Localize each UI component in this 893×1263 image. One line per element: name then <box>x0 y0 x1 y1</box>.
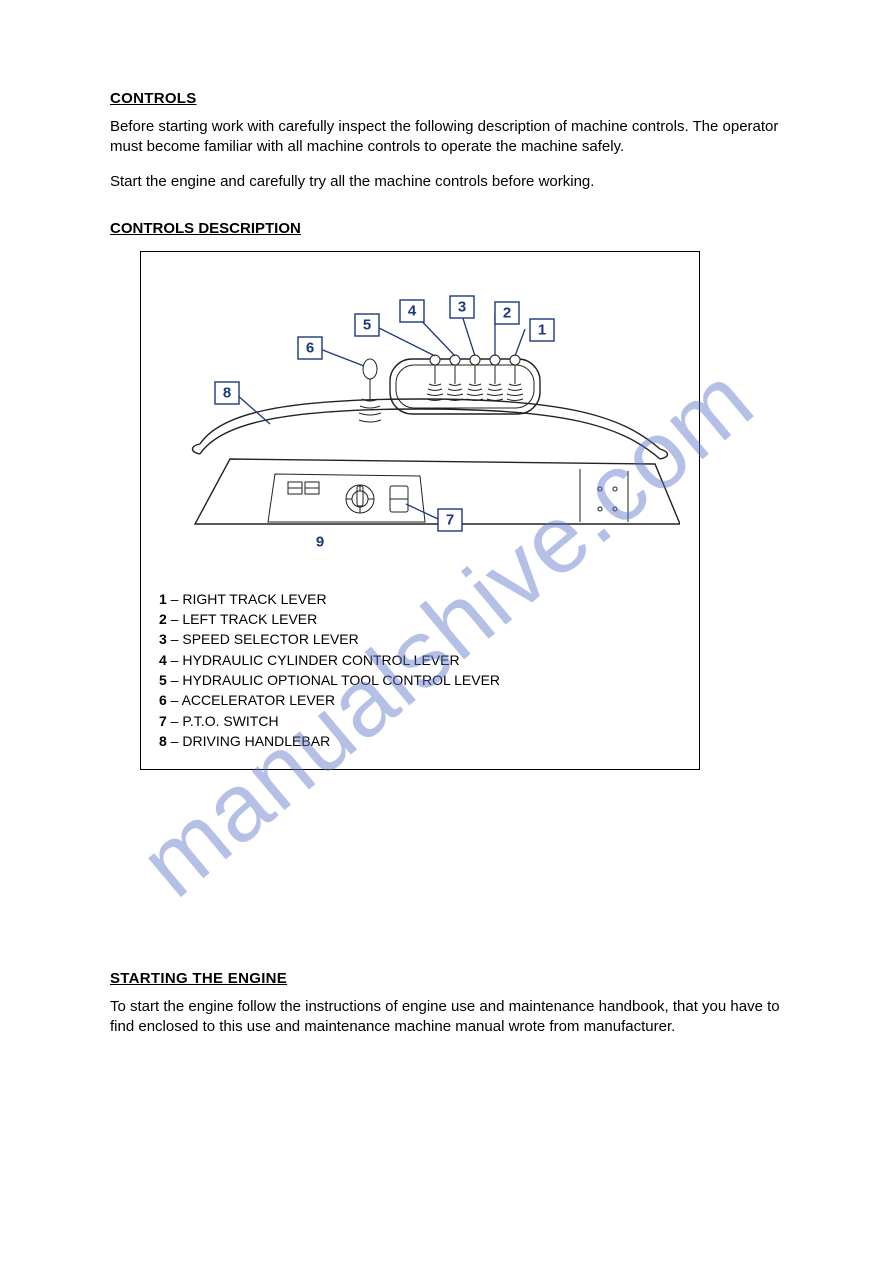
legend-row: 2 – LEFT TRACK LEVER <box>159 609 681 629</box>
section-heading-controls: CONTROLS <box>110 90 783 107</box>
callout-8: 8 <box>215 382 239 404</box>
legend-row: 8 – DRIVING HANDLEBAR <box>159 731 681 751</box>
manual-page: manualshive.com CONTROLS Before starting… <box>0 0 893 1263</box>
legend-row: 6 – ACCELERATOR LEVER <box>159 690 681 710</box>
svg-text:2: 2 <box>503 304 511 321</box>
legend-row: 1 – RIGHT TRACK LEVER <box>159 589 681 609</box>
controls-diagram: 9 1 2 3 4 5 6 8 7 <box>159 264 681 579</box>
legend-list: 1 – RIGHT TRACK LEVER 2 – LEFT TRACK LEV… <box>159 589 681 751</box>
callout-1: 1 <box>530 319 554 341</box>
legend-row: 5 – HYDRAULIC OPTIONAL TOOL CONTROL LEVE… <box>159 670 681 690</box>
svg-text:6: 6 <box>306 339 314 356</box>
controls-para-2: Start the engine and carefully try all t… <box>110 172 783 192</box>
controls-para-1: Before starting work with carefully insp… <box>110 117 783 158</box>
svg-text:5: 5 <box>363 316 371 333</box>
svg-text:7: 7 <box>446 511 454 528</box>
svg-text:8: 8 <box>223 384 231 401</box>
callout-5: 5 <box>355 314 379 336</box>
legend-row: 3 – SPEED SELECTOR LEVER <box>159 629 681 649</box>
svg-text:3: 3 <box>458 298 466 315</box>
callout-3: 3 <box>450 296 474 318</box>
starting-text: To start the engine follow the instructi… <box>110 997 783 1038</box>
callout-2: 2 <box>495 302 519 324</box>
legend-row: 4 – HYDRAULIC CYLINDER CONTROL LEVER <box>159 650 681 670</box>
callout-6: 6 <box>298 337 322 359</box>
starting-engine-section: STARTING THE ENGINE To start the engine … <box>110 970 783 1038</box>
controls-figure: 9 1 2 3 4 5 6 8 7 <box>140 251 700 770</box>
figure-label-9: 9 <box>316 533 324 550</box>
sub-heading-controls-description: CONTROLS DESCRIPTION <box>110 220 783 237</box>
callout-7: 7 <box>438 509 462 531</box>
svg-text:1: 1 <box>538 321 546 338</box>
section-heading-starting: STARTING THE ENGINE <box>110 970 783 987</box>
callout-4: 4 <box>400 300 424 322</box>
svg-text:4: 4 <box>408 302 417 319</box>
legend-row: 7 – P.T.O. SWITCH <box>159 711 681 731</box>
